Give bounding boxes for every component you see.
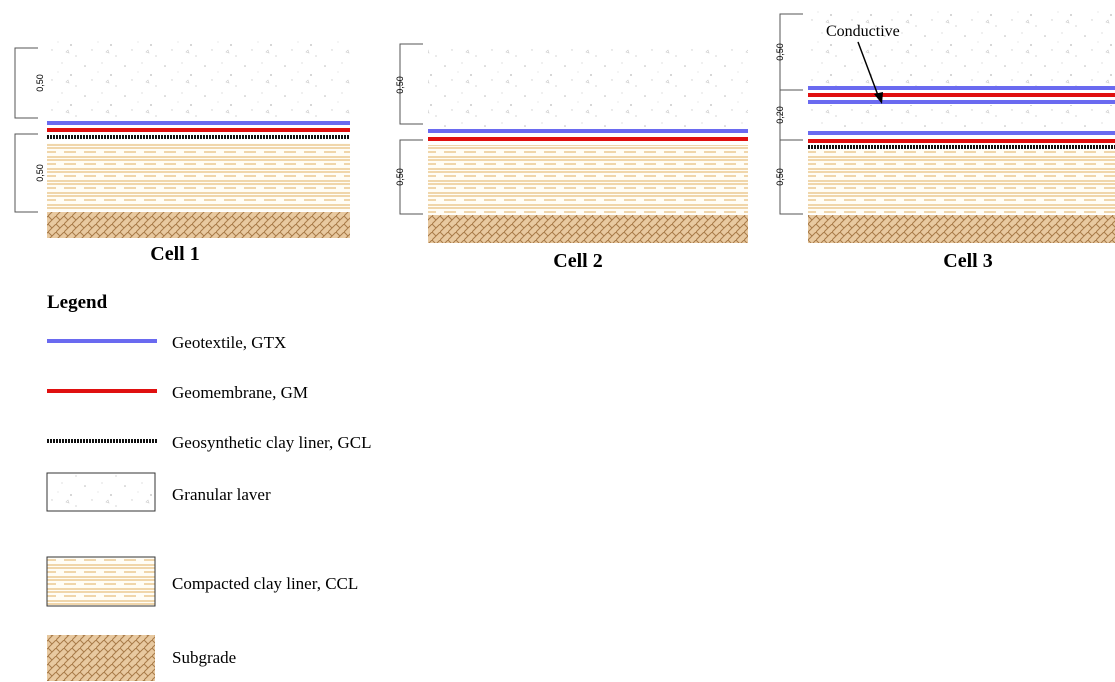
- subgrade-layer: [47, 212, 350, 238]
- ccl-layer: [47, 143, 350, 211]
- subgrade-layer: [428, 215, 748, 243]
- dimension-label: 0,50: [35, 164, 45, 182]
- dimension-bracket: [399, 43, 423, 215]
- cell-1: 0,50 0,50 Cell 1: [14, 40, 350, 265]
- granular-layer: [808, 105, 1115, 131]
- legend-label: Geotextile, GTX: [172, 333, 286, 352]
- cell-3: 0,50 0,20 0,50 Conductive Cell 3: [775, 8, 1115, 272]
- cell-2: 0,50 0,50 Cell 2: [395, 43, 748, 272]
- cell-label: Cell 3: [943, 250, 992, 272]
- annotation: Conductive: [826, 23, 900, 40]
- legend-label: Subgrade: [172, 648, 236, 667]
- legend-label: Compacted clay liner, CCL: [172, 574, 358, 593]
- granular-layer: [428, 48, 748, 129]
- dimension-label: 0,20: [775, 106, 785, 124]
- cell-label: Cell 2: [553, 250, 602, 272]
- annotation-arrow: [857, 41, 880, 99]
- dimension-label: 0,50: [35, 74, 45, 92]
- dimension-label: 0,50: [395, 76, 405, 94]
- legend-swatch: [46, 556, 156, 607]
- legend: Legend Geotextile, GTX Geomembrane, GM G…: [46, 292, 371, 681]
- ccl-layer: [808, 150, 1115, 214]
- dimension-bracket: [14, 47, 38, 213]
- arrow-head: [874, 92, 883, 104]
- legend-label: Geomembrane, GM: [172, 383, 308, 402]
- legend-label: Geosynthetic clay liner, GCL: [172, 433, 371, 452]
- legend-label: Granular laver: [172, 485, 271, 504]
- dimension-label: 0,50: [775, 168, 785, 186]
- dimension-bracket: [779, 13, 803, 215]
- subgrade-layer: [808, 215, 1115, 243]
- legend-swatch: [47, 635, 155, 681]
- legend-swatch: [46, 472, 156, 512]
- ccl-layer: [428, 145, 748, 215]
- cell-label: Cell 1: [150, 243, 199, 265]
- dimension-label: 0,50: [775, 43, 785, 61]
- dimension-label: 0,50: [395, 168, 405, 186]
- granular-layer: [808, 8, 1115, 86]
- legend-title: Legend: [47, 292, 108, 313]
- granular-layer: [47, 40, 350, 120]
